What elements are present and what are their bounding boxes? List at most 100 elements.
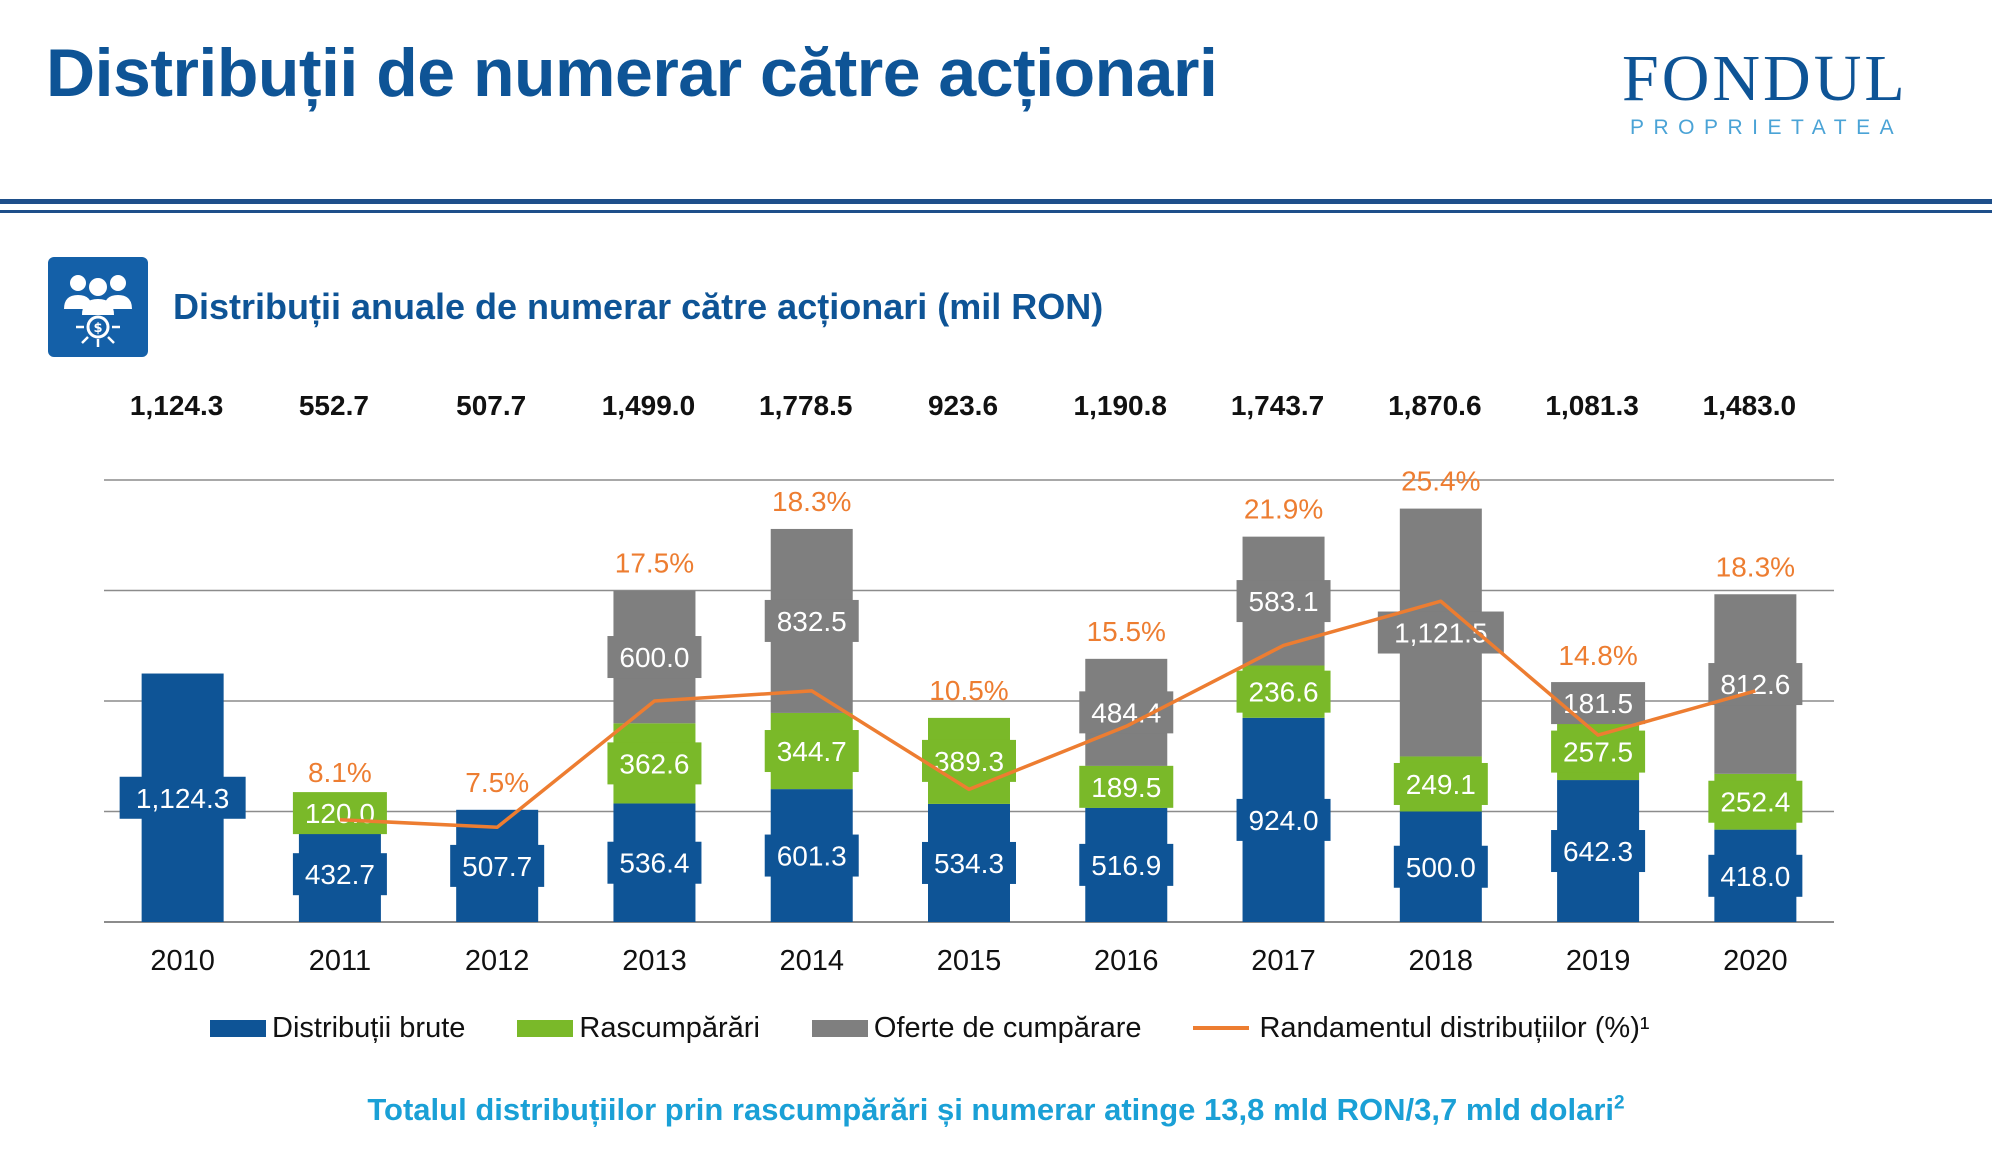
x-tick-label: 2012 <box>465 945 530 977</box>
data-label-bg <box>1708 854 1803 897</box>
x-tick-label: 2015 <box>937 945 1002 977</box>
legend-label: Rascumpărări <box>579 1011 760 1044</box>
yield-label: 10.5% <box>929 675 1008 706</box>
data-label: 500.0 <box>1406 852 1476 883</box>
data-label-bg <box>450 844 545 887</box>
data-label: 257.5 <box>1563 737 1633 768</box>
data-label: 600.0 <box>619 642 689 673</box>
legend-swatch <box>517 1019 574 1037</box>
yield-label: 18.3% <box>1716 551 1795 582</box>
data-label: 432.7 <box>305 859 375 890</box>
logo-subtitle: PROPRIETATEA <box>1630 116 1904 139</box>
x-tick-label: 2011 <box>309 945 371 977</box>
x-tick-label: 2010 <box>150 945 215 977</box>
legend-item-rascumparari: Rascumpărări <box>517 1012 760 1045</box>
data-label-bg <box>764 599 859 642</box>
people-money-icon: $ <box>48 257 148 357</box>
svg-text:$: $ <box>93 321 102 336</box>
header-divider-thin <box>0 210 1992 213</box>
page-title: Distribuții de numerar către acționari <box>46 35 1218 111</box>
data-label-bg <box>1079 765 1174 808</box>
total-label: 1,778.5 <box>759 390 852 421</box>
data-label-bg <box>1551 682 1646 725</box>
legend-label: Oferte de cumpărare <box>873 1011 1142 1044</box>
legend-label: Distribuții brute <box>272 1011 466 1044</box>
legend-label: Randamentul distribuțiilor (%)¹ <box>1259 1011 1650 1044</box>
x-tick-label: 2017 <box>1251 945 1316 977</box>
legend-item-distributii-brute: Distribuții brute <box>210 1012 465 1045</box>
legend-swatch <box>811 1019 868 1037</box>
footer-text: Totalul distribuțiilor prin rascumpărări… <box>367 1092 1615 1127</box>
data-label-bg <box>119 776 246 819</box>
data-label-bg <box>1236 670 1331 713</box>
yield-label: 14.8% <box>1558 640 1637 671</box>
company-logo: FONDUL PROPRIETATEA <box>1620 46 1940 146</box>
chart-legend: Distribuții brute Rascumpărări Oferte de… <box>210 1010 1650 1046</box>
data-label-bg <box>922 739 1016 782</box>
header-divider-thick <box>0 199 1992 204</box>
yield-label: 17.5% <box>615 548 694 579</box>
legend-item-randament: Randamentul distribuțiilor (%)¹ <box>1193 1011 1650 1045</box>
data-label-bg <box>764 730 859 773</box>
data-label-bg <box>1551 830 1646 873</box>
data-label: 536.4 <box>619 848 689 879</box>
data-label-bg <box>1551 730 1646 773</box>
data-label: 418.0 <box>1720 861 1790 892</box>
data-label: 642.3 <box>1563 836 1633 867</box>
data-label: 534.3 <box>934 848 1004 879</box>
data-label: 583.1 <box>1249 586 1319 617</box>
x-tick-label: 2020 <box>1723 945 1788 977</box>
yield-line <box>339 599 1756 830</box>
data-label: 1,121.5 <box>1394 618 1487 649</box>
data-label-bg <box>1393 845 1488 888</box>
total-label: 1,124.3 <box>130 390 223 421</box>
x-tick-label: 2014 <box>779 945 844 977</box>
x-tick-label: 2016 <box>1094 945 1159 977</box>
data-label: 362.6 <box>619 748 689 779</box>
data-label: 252.4 <box>1720 787 1790 818</box>
yield-label: 7.5% <box>465 767 529 798</box>
total-label: 923.6 <box>928 390 998 421</box>
chart-subtitle: Distribuții anuale de numerar către acți… <box>173 286 1104 327</box>
yield-label: 18.3% <box>772 486 851 517</box>
data-label-bg <box>1079 843 1174 886</box>
yield-label: 15.5% <box>1087 616 1166 647</box>
total-label: 552.7 <box>299 390 369 421</box>
x-tick-label: 2013 <box>622 945 687 977</box>
data-label: 601.3 <box>777 841 847 872</box>
data-label-bg <box>764 834 859 877</box>
total-label: 507.7 <box>456 390 526 421</box>
data-label-bg <box>1377 611 1504 654</box>
footer-note: Totalul distribuțiilor prin rascumpărări… <box>0 1092 1992 1128</box>
data-label: 812.6 <box>1720 669 1790 700</box>
total-label: 1,483.0 <box>1703 390 1796 421</box>
x-tick-label: 2018 <box>1409 945 1474 977</box>
legend-swatch <box>210 1019 266 1037</box>
data-label-bg <box>292 853 387 896</box>
data-label-bg <box>1393 762 1488 805</box>
stacked-bar-chart: 1,124.3 432.7 120.0 507.7 536.4 362.6 600.0 601… <box>104 390 1834 977</box>
data-label: 389.3 <box>934 746 1004 777</box>
data-label: 189.5 <box>1091 772 1161 803</box>
data-label: 249.1 <box>1406 769 1476 800</box>
data-label-bg <box>607 636 702 679</box>
data-label: 832.5 <box>777 606 847 637</box>
data-label-bg <box>922 841 1016 884</box>
data-label-bg <box>607 841 702 884</box>
data-label-bg <box>1236 798 1331 841</box>
data-label-bg <box>292 792 387 835</box>
total-label: 1,081.3 <box>1545 390 1638 421</box>
data-label-bg <box>1708 780 1803 823</box>
logo-wordmark: FONDUL <box>1622 42 1908 115</box>
data-label: 507.7 <box>462 851 532 882</box>
total-label: 1,743.7 <box>1231 390 1324 421</box>
yield-label: 8.1% <box>308 757 372 788</box>
data-label: 924.0 <box>1249 805 1319 836</box>
data-label: 344.7 <box>777 736 847 767</box>
data-label: 516.9 <box>1091 850 1161 881</box>
footer-footnote-mark: 2 <box>1614 1092 1625 1114</box>
legend-item-oferte: Oferte de cumpărare <box>811 1011 1142 1045</box>
x-tick-label: 2019 <box>1566 945 1631 977</box>
total-label: 1,499.0 <box>602 390 695 421</box>
data-label: 120.0 <box>305 798 375 829</box>
